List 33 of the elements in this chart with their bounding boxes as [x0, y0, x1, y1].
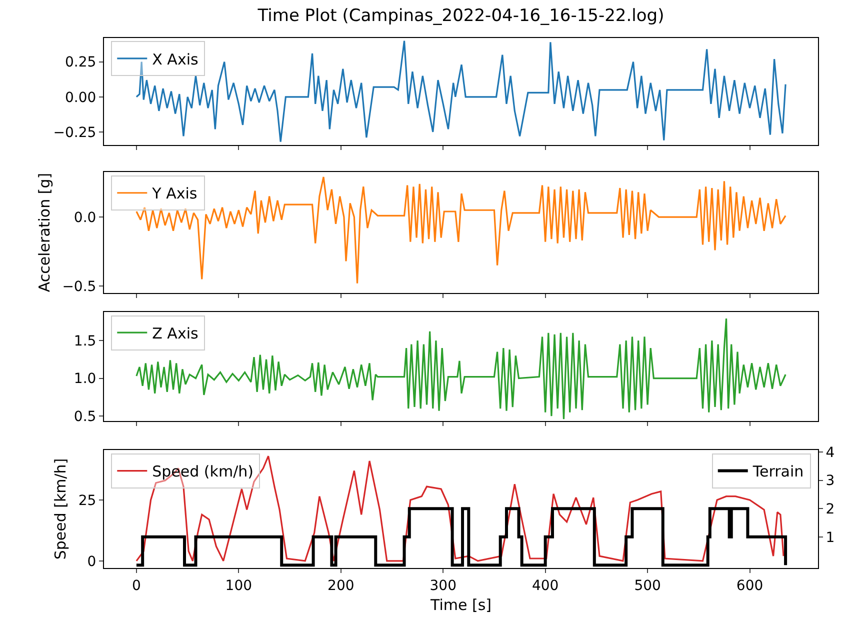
x-tick-label: 600 [736, 578, 764, 594]
legend-label: X Axis [152, 50, 198, 68]
legend-label: Z Axis [152, 324, 198, 342]
legend-label: Y Axis [151, 184, 198, 203]
line-series [136, 318, 786, 420]
x-tick-label: 300 [430, 578, 456, 594]
x-tick-label: 400 [532, 578, 559, 594]
y2-tick-label: 1 [826, 530, 835, 546]
y-tick-label: 1.0 [74, 371, 96, 388]
x-tick-label: 100 [225, 578, 252, 594]
y-tick-label: −0.25 [53, 124, 96, 141]
y-tick-label: 1.5 [74, 333, 96, 350]
legend-label: Speed (km/h) [152, 462, 254, 481]
y2-tick-label: 2 [826, 501, 835, 518]
y-axis-title: Speed [km/h] [52, 458, 70, 560]
y-axis-title: Acceleration [g] [35, 172, 54, 292]
line-series [136, 176, 786, 284]
y-tick-label: 25 [78, 492, 96, 509]
y-tick-label: 0.00 [65, 90, 96, 106]
y-tick-label: −0.5 [62, 278, 96, 295]
x-tick-label: 500 [634, 578, 661, 594]
y2-tick-label: 4 [826, 444, 835, 461]
x-tick-label: 0 [132, 578, 141, 594]
x-tick-label: 200 [328, 578, 354, 594]
y-tick-label: 0 [87, 554, 96, 570]
line-series [136, 40, 786, 143]
legend-label: Terrain [752, 462, 804, 481]
x-axis-title: Time [s] [430, 596, 492, 614]
y-tick-label: 0.0 [74, 210, 96, 226]
chart-title: Time Plot (Campinas_2022-04-16_16-15-22.log) [256, 6, 664, 26]
y-tick-label: 0.25 [65, 54, 96, 71]
y-tick-label: 0.5 [74, 408, 96, 425]
y2-tick-label: 3 [826, 473, 835, 490]
